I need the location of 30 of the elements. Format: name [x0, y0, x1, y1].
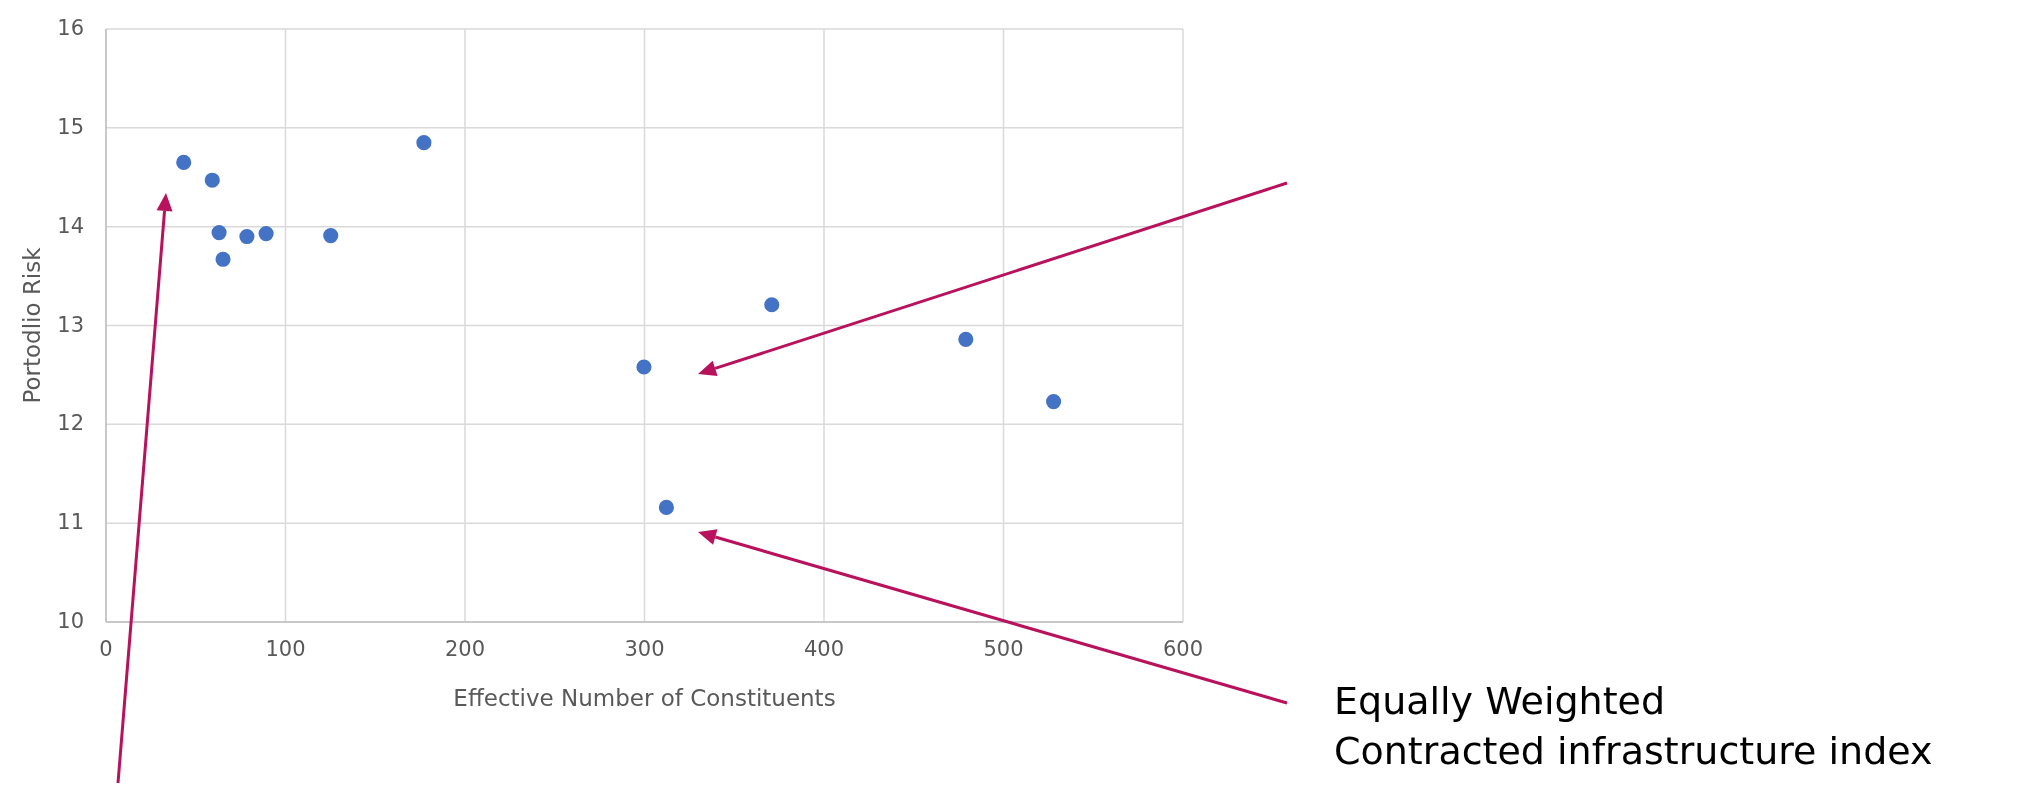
x-tick-label: 0	[99, 637, 113, 661]
point	[416, 135, 432, 151]
point	[658, 499, 674, 515]
point	[215, 251, 231, 267]
x-tick-label: 100	[265, 637, 306, 661]
x-tick-label: 200	[444, 637, 486, 661]
point	[1046, 394, 1062, 410]
text: Equally Weighted Contracted infrastructure index	[1334, 679, 1933, 773]
y-tick-label: 16	[57, 16, 84, 40]
y-tick-label: 13	[57, 312, 84, 337]
x-tick-label: 300	[624, 637, 665, 661]
y-tick-label: 12	[57, 411, 84, 436]
point	[323, 228, 339, 244]
x-tick-label: 500	[983, 637, 1024, 661]
point	[239, 229, 255, 245]
point	[636, 359, 652, 375]
y-tick-label: 15	[57, 114, 84, 139]
point	[764, 297, 780, 313]
point	[211, 225, 227, 241]
y-tick-label: 11	[57, 510, 84, 535]
y-tick-label: 10	[57, 609, 84, 633]
y-axis-title: Portodlio Risk	[19, 246, 45, 404]
x-tick-label: 400	[803, 637, 845, 661]
point	[958, 331, 974, 347]
x-axis-title: Effective Number of Constituents	[453, 685, 836, 711]
point	[176, 154, 192, 170]
y-tick-label: 14	[57, 213, 84, 238]
point	[258, 226, 274, 242]
x-tick-label: 600	[1162, 637, 1204, 661]
point	[204, 172, 220, 188]
